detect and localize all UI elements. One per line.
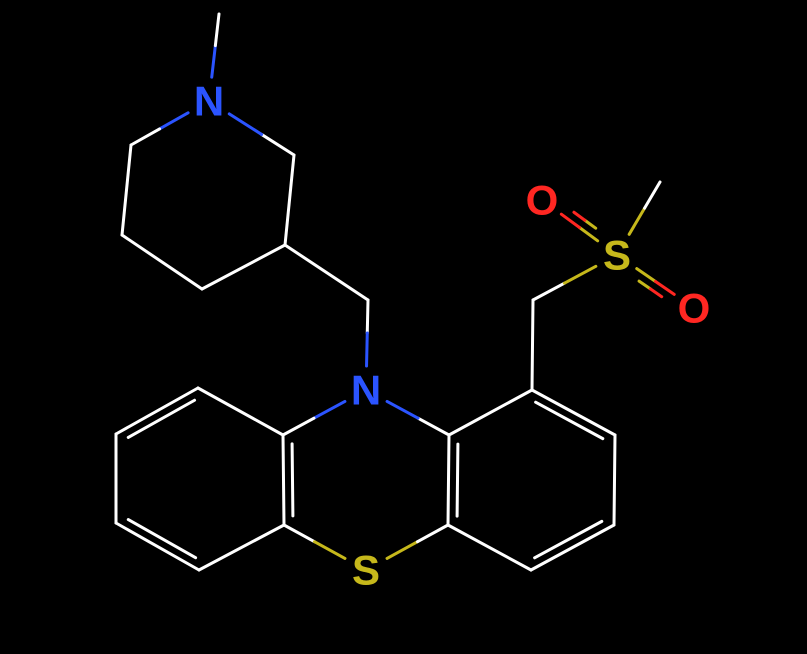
bond-segment [314,542,344,559]
bond-segment [448,435,449,525]
bond-segment [532,300,533,390]
bond-segment [535,521,602,557]
bond-segment [639,281,650,289]
bond-segment [533,283,564,300]
bond-segment [650,289,661,297]
bond-segment [531,525,614,570]
atom-label-n: N [194,78,224,125]
bond-segment [387,401,418,418]
bond-segment [637,269,656,282]
bond-segment [536,402,603,438]
bond-segment [564,266,595,283]
bond-segment [418,525,448,542]
bond-segment [367,300,368,333]
bond-segment [367,333,368,366]
bond-segment [645,182,660,208]
bond-segment [284,525,314,542]
bond-segment [202,245,285,289]
bond-segment [449,390,532,435]
atom-label-s: S [352,547,380,594]
bond-segment [215,14,219,46]
bond-segment [418,418,449,435]
bond-segment [656,282,675,295]
bond-segment [262,134,294,155]
atom-label-n: N [351,367,381,414]
bond-segment [285,155,294,245]
bond-segment [387,542,417,559]
bond-segment [283,435,284,525]
bond-segment [116,523,199,570]
bond-segment [128,520,195,558]
bond-segment [532,390,615,435]
bond-segment [285,245,368,300]
bond-segment [160,113,189,129]
bond-segment [116,388,198,434]
atom-label-s: S [603,232,631,279]
bond-segment [199,525,284,570]
bond-segment [614,435,615,525]
bond-segment [283,418,314,435]
bond-segment [314,401,345,418]
bond-segment [448,525,531,570]
atom-label-o: O [526,177,559,224]
bond-segment [457,444,458,516]
bond-segment [131,129,160,145]
bond-segment [122,145,131,235]
bond-segment [122,235,202,289]
bond-segment [198,388,283,435]
bond-segment [574,212,585,220]
bond-segment [212,46,216,78]
molecule-canvas: NNSSOO [0,0,807,654]
atom-label-o: O [678,285,711,332]
bond-segment [292,444,293,516]
bond-segment [629,208,644,234]
bond-segment [128,400,194,437]
bond-segment [229,114,261,135]
bond-segment [585,220,596,228]
